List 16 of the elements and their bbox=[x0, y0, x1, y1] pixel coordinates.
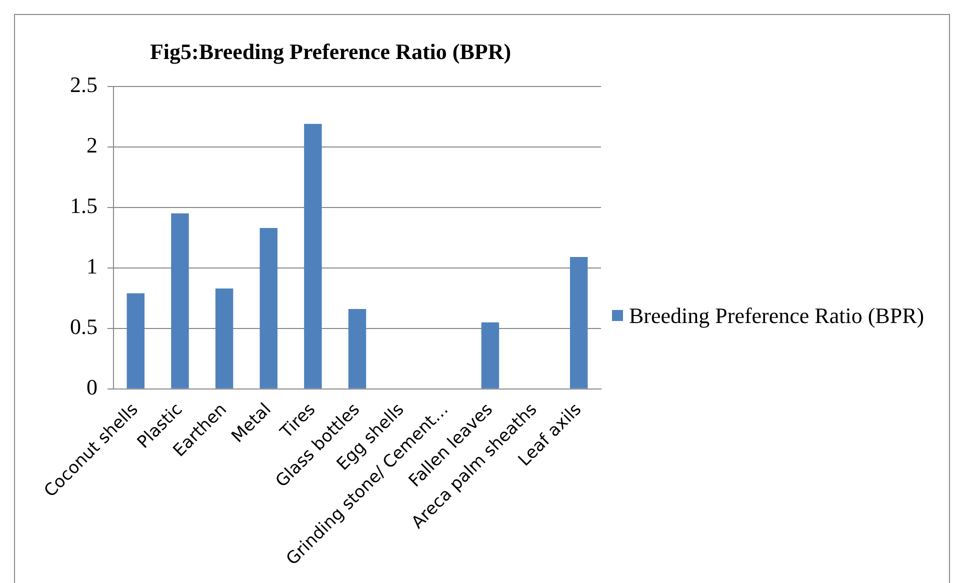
bar bbox=[481, 322, 500, 388]
legend-label: Breeding Preference Ratio (BPR) bbox=[629, 303, 924, 329]
y-tick-label: 2.5 bbox=[70, 72, 98, 98]
chart-title: Fig5:Breeding Preference Ratio (BPR) bbox=[150, 38, 512, 64]
bar bbox=[171, 213, 189, 388]
bar bbox=[304, 124, 322, 388]
bar bbox=[570, 256, 588, 388]
y-tick-label: 0 bbox=[86, 374, 98, 400]
y-tick-label: 1 bbox=[86, 254, 98, 279]
bar bbox=[348, 309, 366, 388]
bar bbox=[215, 288, 234, 388]
y-tick-label: 2 bbox=[86, 132, 98, 158]
bar bbox=[260, 228, 278, 388]
y-tick-label: 1.5 bbox=[70, 193, 98, 218]
bar bbox=[126, 293, 145, 388]
y-tick-label: 0.5 bbox=[70, 314, 98, 340]
